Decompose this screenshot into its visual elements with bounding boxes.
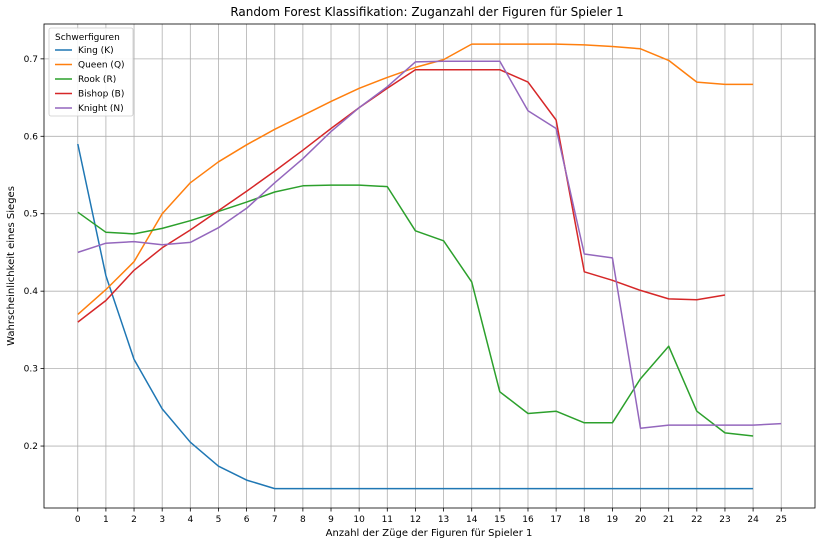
x-tick-label: 1 <box>103 515 109 525</box>
y-tick-label: 0.4 <box>24 287 39 297</box>
x-tick-label: 15 <box>494 515 505 525</box>
x-axis-label: Anzahl der Züge der Figuren für Spieler … <box>326 528 533 539</box>
chart-title: Random Forest Klassifikation: Zuganzahl … <box>230 5 623 19</box>
series-line-bishop <box>77 68 726 323</box>
y-tick-label: 0.7 <box>24 55 38 65</box>
series-line-rook <box>77 184 754 437</box>
x-tick-label: 19 <box>607 515 619 525</box>
x-tick-label: 0 <box>75 515 81 525</box>
legend: Schwerfiguren King (K) Queen (Q) Rook (R) B… <box>48 27 134 117</box>
legend-entry: Queen (Q) <box>78 61 125 71</box>
x-tick-label: 13 <box>438 515 449 525</box>
x-tick-label: 22 <box>691 515 702 525</box>
x-tick-label: 18 <box>579 515 591 525</box>
x-tick-label: 4 <box>187 515 193 525</box>
series-line-king <box>77 143 754 490</box>
x-tick-label: 17 <box>550 515 561 525</box>
x-tick-label: 11 <box>382 515 393 525</box>
x-tick-label: 9 <box>328 515 334 525</box>
x-tick-label: 20 <box>635 515 647 525</box>
y-tick-label: 0.2 <box>24 442 38 452</box>
x-tick-label: 7 <box>272 515 278 525</box>
x-tick-label: 14 <box>466 515 478 525</box>
y-tick-label: 0.3 <box>24 365 38 375</box>
x-tick-label: 24 <box>747 515 759 525</box>
legend-entry: King (K) <box>78 46 114 56</box>
x-axis-ticks: 0 1 2 3 4 5 6 7 8 9 10 11 12 13 14 15 16 17 18 19 20 21 22 23 24… <box>75 508 787 525</box>
y-tick-label: 0.6 <box>24 132 39 142</box>
legend-items: King (K) Queen (Q) Rook (R) Bishop (B) Knigh… <box>55 46 125 114</box>
x-tick-label: 3 <box>159 515 165 525</box>
x-tick-label: 12 <box>410 515 421 525</box>
legend-entry: Rook (R) <box>78 75 116 85</box>
series-lines <box>77 43 782 490</box>
x-tick-label: 2 <box>131 515 137 525</box>
grid <box>44 24 815 508</box>
legend-entry: Bishop (B) <box>78 90 124 100</box>
plot-frame <box>43 23 816 509</box>
series-line-queen <box>77 43 754 315</box>
x-tick-label: 10 <box>353 515 365 525</box>
x-tick-label: 21 <box>663 515 674 525</box>
x-tick-label: 25 <box>776 515 787 525</box>
legend-entry: Knight (N) <box>78 104 124 114</box>
series-line-knight <box>77 60 782 429</box>
y-axis-ticks: 0.2 0.3 0.4 0.5 0.6 0.7 <box>24 55 44 452</box>
legend-title: Schwerfiguren <box>55 33 120 43</box>
x-tick-label: 5 <box>216 515 222 525</box>
x-tick-label: 6 <box>244 515 250 525</box>
y-axis-label: Wahrscheinlichkeit eines Sieges <box>6 186 17 346</box>
y-tick-label: 0.5 <box>24 210 38 220</box>
x-tick-label: 23 <box>719 515 730 525</box>
x-tick-label: 8 <box>300 515 306 525</box>
x-tick-label: 16 <box>522 515 534 525</box>
